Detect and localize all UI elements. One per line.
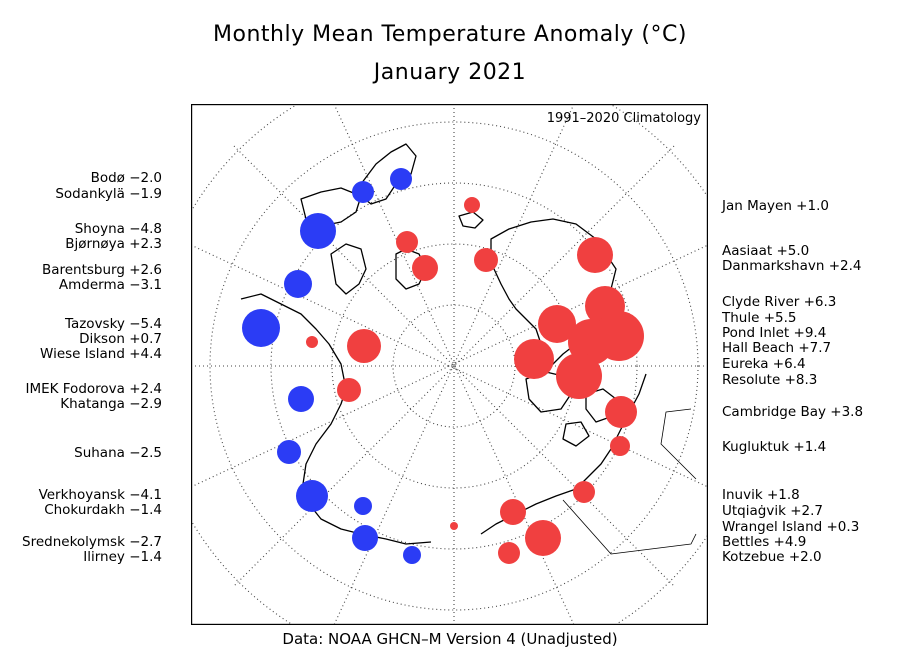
label-dikson: Dikson +0.7 xyxy=(79,331,162,347)
marker-verkhoyansk xyxy=(296,480,328,512)
label-imek-fodorova: IMEK Fodorova +2.4 xyxy=(25,381,162,397)
marker-sodankyla xyxy=(352,181,374,203)
label-aasiaat: Aasiaat +5.0 xyxy=(722,243,810,259)
marker-wrangel-island xyxy=(450,522,458,530)
map-subtitle: January 2021 xyxy=(373,60,527,85)
label-utqiagvik: Utqiaġvik +2.7 xyxy=(722,503,823,519)
marker-khatanga xyxy=(288,386,314,412)
label-amderma: Amderma −3.1 xyxy=(58,277,162,293)
label-eureka: Eureka +6.4 xyxy=(722,356,806,372)
map-frame xyxy=(191,104,708,625)
label-chokurdakh: Chokurdakh −1.4 xyxy=(44,502,162,518)
label-ilirney: Ilirney −1.4 xyxy=(83,549,162,565)
marker-bettles xyxy=(525,520,561,556)
marker-bodo xyxy=(390,168,412,190)
marker-dikson xyxy=(306,336,318,348)
marker-amderma xyxy=(284,270,312,298)
label-bjornoya: Bjørnøya +2.3 xyxy=(65,236,162,252)
map-title: Monthly Mean Temperature Anomaly (°C) xyxy=(213,22,687,47)
marker-ilirney xyxy=(403,546,421,564)
marker-thule xyxy=(538,305,576,343)
label-barentsburg: Barentsburg +2.6 xyxy=(41,262,162,278)
label-bettles: Bettles +4.9 xyxy=(722,534,807,550)
label-tazovsky: Tazovsky −5.4 xyxy=(64,316,162,332)
graticule xyxy=(191,104,708,625)
polar-map: 1991–2020 Climatology xyxy=(191,104,708,625)
label-danmarkshavn: Danmarkshavn +2.4 xyxy=(722,258,862,274)
label-wiese-island: Wiese Island +4.4 xyxy=(40,346,162,362)
label-thule: Thule +5.5 xyxy=(722,310,797,326)
marker-kugluktuk xyxy=(610,436,630,456)
marker-wiese-island xyxy=(347,329,381,363)
label-kugluktuk: Kugluktuk +1.4 xyxy=(722,439,827,455)
label-bodo: Bodø −2.0 xyxy=(90,170,162,186)
marker-suhana xyxy=(277,440,301,464)
label-inuvik: Inuvik +1.8 xyxy=(722,487,800,503)
marker-tazovsky xyxy=(242,309,280,347)
marker-imek-fodorova xyxy=(337,378,361,402)
label-hall-beach: Hall Beach +7.7 xyxy=(722,340,832,356)
marker-jan-mayen xyxy=(464,197,480,213)
marker-resolute xyxy=(556,353,602,399)
label-sodankyla: Sodankylä −1.9 xyxy=(55,186,162,202)
marker-danmarkshavn xyxy=(474,248,498,272)
climatology-label: 1991–2020 Climatology xyxy=(547,111,702,126)
label-jan-mayen: Jan Mayen +1.0 xyxy=(722,198,829,214)
marker-shoyna xyxy=(300,213,336,249)
marker-chokurdakh xyxy=(354,497,372,515)
label-resolute: Resolute +8.3 xyxy=(722,372,818,388)
label-shoyna: Shoyna −4.8 xyxy=(74,221,162,237)
label-suhana: Suhana −2.5 xyxy=(74,445,162,461)
marker-bjornoya xyxy=(396,231,418,253)
marker-eureka xyxy=(514,339,554,379)
label-wrangel-island: Wrangel Island +0.3 xyxy=(722,519,860,535)
station-markers xyxy=(242,168,644,564)
marker-srednekolymsk xyxy=(352,525,378,551)
label-clyde-river: Clyde River +6.3 xyxy=(722,294,837,310)
marker-barentsburg xyxy=(412,255,438,281)
data-source-footer: Data: NOAA GHCN–M Version 4 (Unadjusted) xyxy=(282,630,618,648)
label-khatanga: Khatanga −2.9 xyxy=(60,396,162,412)
label-pond-inlet: Pond Inlet +9.4 xyxy=(722,325,827,341)
marker-cambridge-bay xyxy=(605,396,637,428)
label-verkhoyansk: Verkhoyansk −4.1 xyxy=(38,487,162,503)
label-srednekolymsk: Srednekolymsk −2.7 xyxy=(22,534,162,550)
marker-kotzebue xyxy=(498,542,520,564)
marker-inuvik xyxy=(573,481,595,503)
marker-aasiaat xyxy=(577,237,613,273)
marker-utqiagvik xyxy=(500,499,526,525)
label-cambridge-bay: Cambridge Bay +3.8 xyxy=(722,404,864,420)
label-kotzebue: Kotzebue +2.0 xyxy=(722,549,822,565)
